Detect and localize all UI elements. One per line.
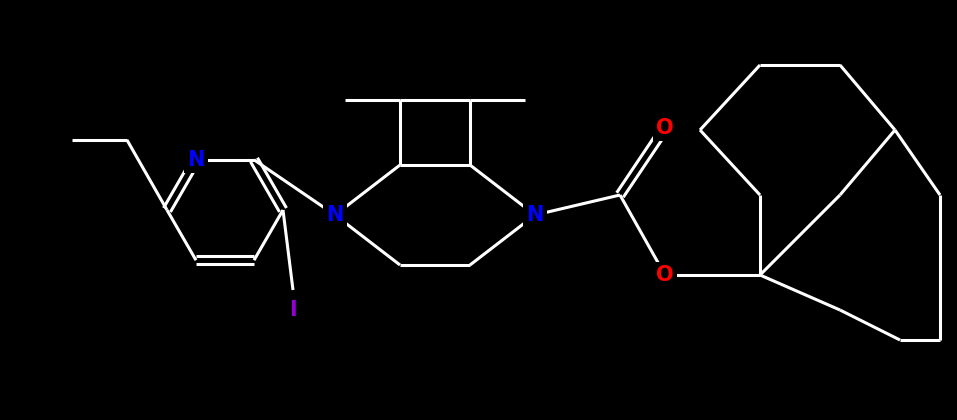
Text: I: I xyxy=(289,300,297,320)
Text: N: N xyxy=(188,150,205,170)
Text: N: N xyxy=(526,205,544,225)
Text: N: N xyxy=(326,205,344,225)
Text: O: O xyxy=(657,118,674,138)
Text: O: O xyxy=(657,265,674,285)
